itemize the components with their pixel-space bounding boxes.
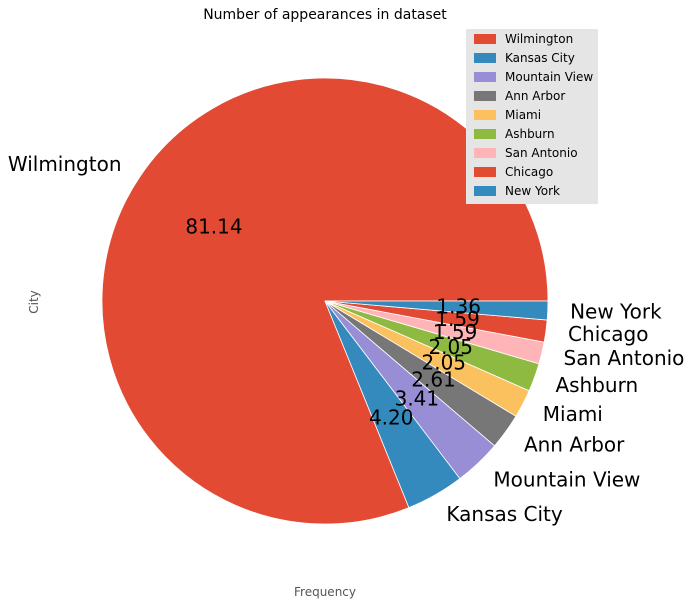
percent-label-ashburn: 2.05 (428, 335, 473, 359)
legend-label-chicago: Chicago (505, 165, 553, 179)
slice-label-miami: Miami (543, 402, 603, 426)
legend-label-san-antonio: San Antonio (505, 146, 578, 160)
percent-labels: 81.144.203.412.612.052.051.591.591.36 (185, 214, 481, 429)
legend-label-wilmington: Wilmington (505, 32, 573, 46)
y-axis-label: City (27, 290, 41, 314)
slice-label-ann-arbor: Ann Arbor (524, 432, 625, 456)
legend-label-new-york: New York (505, 184, 560, 198)
legend-label-ann-arbor: Ann Arbor (505, 89, 565, 103)
legend-swatch-new-york (474, 186, 496, 196)
percent-label-wilmington: 81.14 (185, 214, 242, 238)
slice-label-new-york: New York (570, 299, 662, 323)
slice-labels: Wilmington Kansas City Mountain View Ann Ar… (8, 152, 685, 526)
slice-label-kansas-city: Kansas City (446, 502, 563, 526)
percent-label-mountain-view: 3.41 (395, 386, 440, 410)
pie-slice-new-york (324, 300, 549, 321)
percent-label-kansas-city: 4.20 (369, 405, 414, 429)
legend-swatch-kansas-city (474, 53, 496, 63)
percent-label-miami: 2.05 (422, 351, 467, 375)
chart-title: Number of appearances in dataset (203, 7, 447, 23)
slice-label-wilmington: Wilmington (8, 152, 122, 176)
legend-swatch-wilmington (474, 34, 496, 44)
slice-label-mountain-view: Mountain View (493, 467, 640, 491)
legend-label-kansas-city: Kansas City (505, 51, 575, 65)
legend-swatch-chicago (474, 167, 496, 177)
legend-swatch-ann-arbor (474, 91, 496, 101)
percent-label-san-antonio: 1.59 (433, 320, 478, 344)
legend-label-miami: Miami (505, 108, 541, 122)
legend-swatch-ashburn (474, 129, 496, 139)
x-axis-label: Frequency (294, 585, 356, 599)
slice-label-ashburn: Ashburn (555, 373, 638, 397)
slice-label-san-antonio: San Antonio (564, 346, 685, 370)
percent-label-new-york: 1.36 (436, 295, 481, 319)
legend-swatch-miami (474, 110, 496, 120)
legend-label-ashburn: Ashburn (505, 127, 555, 141)
legend-label-mountain-view: Mountain View (505, 70, 593, 84)
legend-swatch-san-antonio (474, 148, 496, 158)
slice-label-chicago: Chicago (568, 322, 648, 346)
percent-label-ann-arbor: 2.61 (411, 367, 456, 391)
percent-label-chicago: 1.59 (435, 307, 480, 331)
legend: Wilmington Kansas City Mountain View Ann Ar… (466, 29, 598, 204)
pie-slices (101, 77, 549, 525)
legend-swatch-mountain-view (474, 72, 496, 82)
